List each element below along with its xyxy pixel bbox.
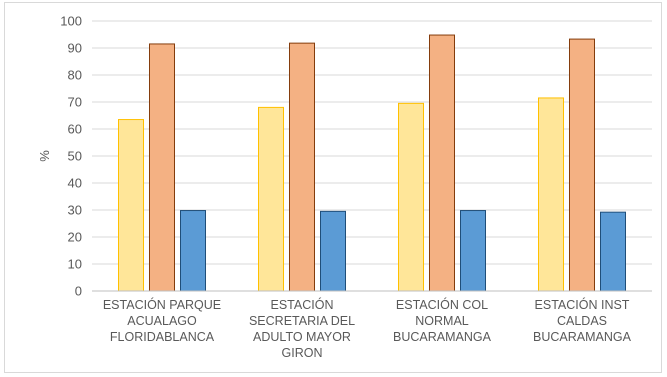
x-category-label: ESTACIÓN PARQUE bbox=[103, 297, 221, 312]
y-tick-label: 20 bbox=[68, 230, 82, 245]
chart-frame: 0 10 20 30 40 50 60 70 80 90 100% ESTACIÓN PARQUE AC… bbox=[4, 2, 662, 373]
bar-series-2 bbox=[149, 43, 175, 292]
bar-series-2 bbox=[289, 42, 315, 292]
y-tick-label: 40 bbox=[68, 176, 82, 191]
bar-chart: 0 10 20 30 40 50 60 70 80 90 100% ESTACIÓN PARQUE AC… bbox=[37, 14, 652, 360]
y-tick-label: 80 bbox=[68, 68, 82, 83]
x-category-label: ESTACIÓN INST bbox=[535, 297, 630, 312]
y-tick-label: 50 bbox=[68, 149, 82, 164]
y-axis-title: % bbox=[37, 150, 52, 162]
bar-series-3 bbox=[320, 210, 346, 292]
x-category-label: BUCARAMANGA bbox=[533, 330, 632, 344]
x-category-label: CALDAS bbox=[557, 314, 607, 328]
y-tick-label: 100 bbox=[60, 14, 82, 29]
x-category-label: ADULTO MAYOR bbox=[253, 330, 351, 344]
x-category-label: SECRETARIA DEL bbox=[249, 314, 355, 328]
y-tick-label: 60 bbox=[68, 122, 82, 137]
bar-series-1 bbox=[398, 102, 424, 292]
x-category-label: NORMAL bbox=[415, 314, 469, 328]
bar-series-1 bbox=[258, 106, 284, 292]
x-category-label: FLORIDABLANCA bbox=[110, 330, 215, 344]
bar-series-3 bbox=[460, 210, 486, 292]
bar-series-3 bbox=[600, 211, 626, 292]
x-category-label: BUCARAMANGA bbox=[393, 330, 492, 344]
bar-series-3 bbox=[180, 210, 206, 292]
y-tick-label: 0 bbox=[75, 284, 82, 299]
bar-series-2 bbox=[429, 34, 455, 292]
x-category-label: GIRON bbox=[282, 346, 323, 360]
y-tick-label: 90 bbox=[68, 41, 82, 56]
bar-series-1 bbox=[118, 119, 144, 292]
y-tick-label: 70 bbox=[68, 95, 82, 110]
x-category-label: ACUALAGO bbox=[127, 314, 197, 328]
bar-series-1 bbox=[538, 97, 564, 292]
y-tick-label: 10 bbox=[68, 257, 82, 272]
y-tick-label: 30 bbox=[68, 203, 82, 218]
bar-series-2 bbox=[569, 38, 595, 292]
x-category-label: ESTACIÓN COL bbox=[396, 297, 488, 312]
x-category-label: ESTACIÓN bbox=[271, 297, 334, 312]
